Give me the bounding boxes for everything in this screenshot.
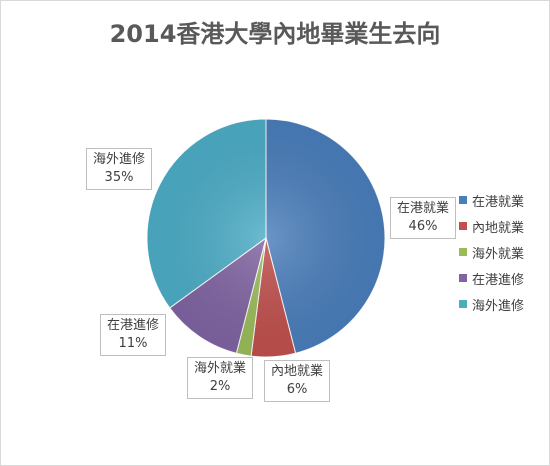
data-label-value: 6% — [286, 382, 308, 397]
data-label-category: 海外就業 — [194, 361, 247, 376]
legend-label: 海外就業 — [472, 246, 525, 262]
legend-swatch — [459, 274, 467, 282]
data-label-value: 11% — [118, 336, 148, 351]
legend-label: 在港就業 — [472, 194, 525, 210]
legend-swatch — [459, 248, 467, 256]
legend: 在港就業 內地就業 海外就業 在港進修 海外進修 — [459, 188, 524, 318]
data-label-category: 內地就業 — [271, 364, 324, 379]
data-label-value: 35% — [104, 170, 134, 185]
legend-item-overseas-study: 海外進修 — [459, 292, 524, 316]
data-label-category: 在港進修 — [107, 318, 160, 333]
legend-item-hk-study: 在港進修 — [459, 266, 524, 290]
data-label-overseas-study: 海外進修 35% — [86, 148, 153, 190]
data-label-mainland-employment: 內地就業 6% — [264, 360, 331, 402]
data-label-value: 2% — [209, 379, 231, 394]
legend-label: 海外進修 — [472, 298, 525, 314]
data-label-value: 46% — [408, 219, 438, 234]
legend-item-overseas-employment: 海外就業 — [459, 240, 524, 264]
data-label-hk-study: 在港進修 11% — [100, 314, 167, 356]
legend-label: 在港進修 — [472, 272, 525, 288]
data-label-hk-employment: 在港就業 46% — [390, 197, 457, 239]
legend-swatch — [459, 196, 467, 204]
legend-item-hk-employment: 在港就業 — [459, 188, 524, 212]
data-label-category: 海外進修 — [93, 152, 146, 167]
legend-swatch — [459, 300, 467, 308]
legend-item-mainland-employment: 內地就業 — [459, 214, 524, 238]
legend-swatch — [459, 222, 467, 230]
data-label-overseas-employment: 海外就業 2% — [187, 357, 254, 399]
chart-title: 2014香港大學內地畢業生去向 — [109, 20, 441, 48]
legend-label: 內地就業 — [472, 220, 525, 236]
data-label-category: 在港就業 — [397, 201, 450, 216]
